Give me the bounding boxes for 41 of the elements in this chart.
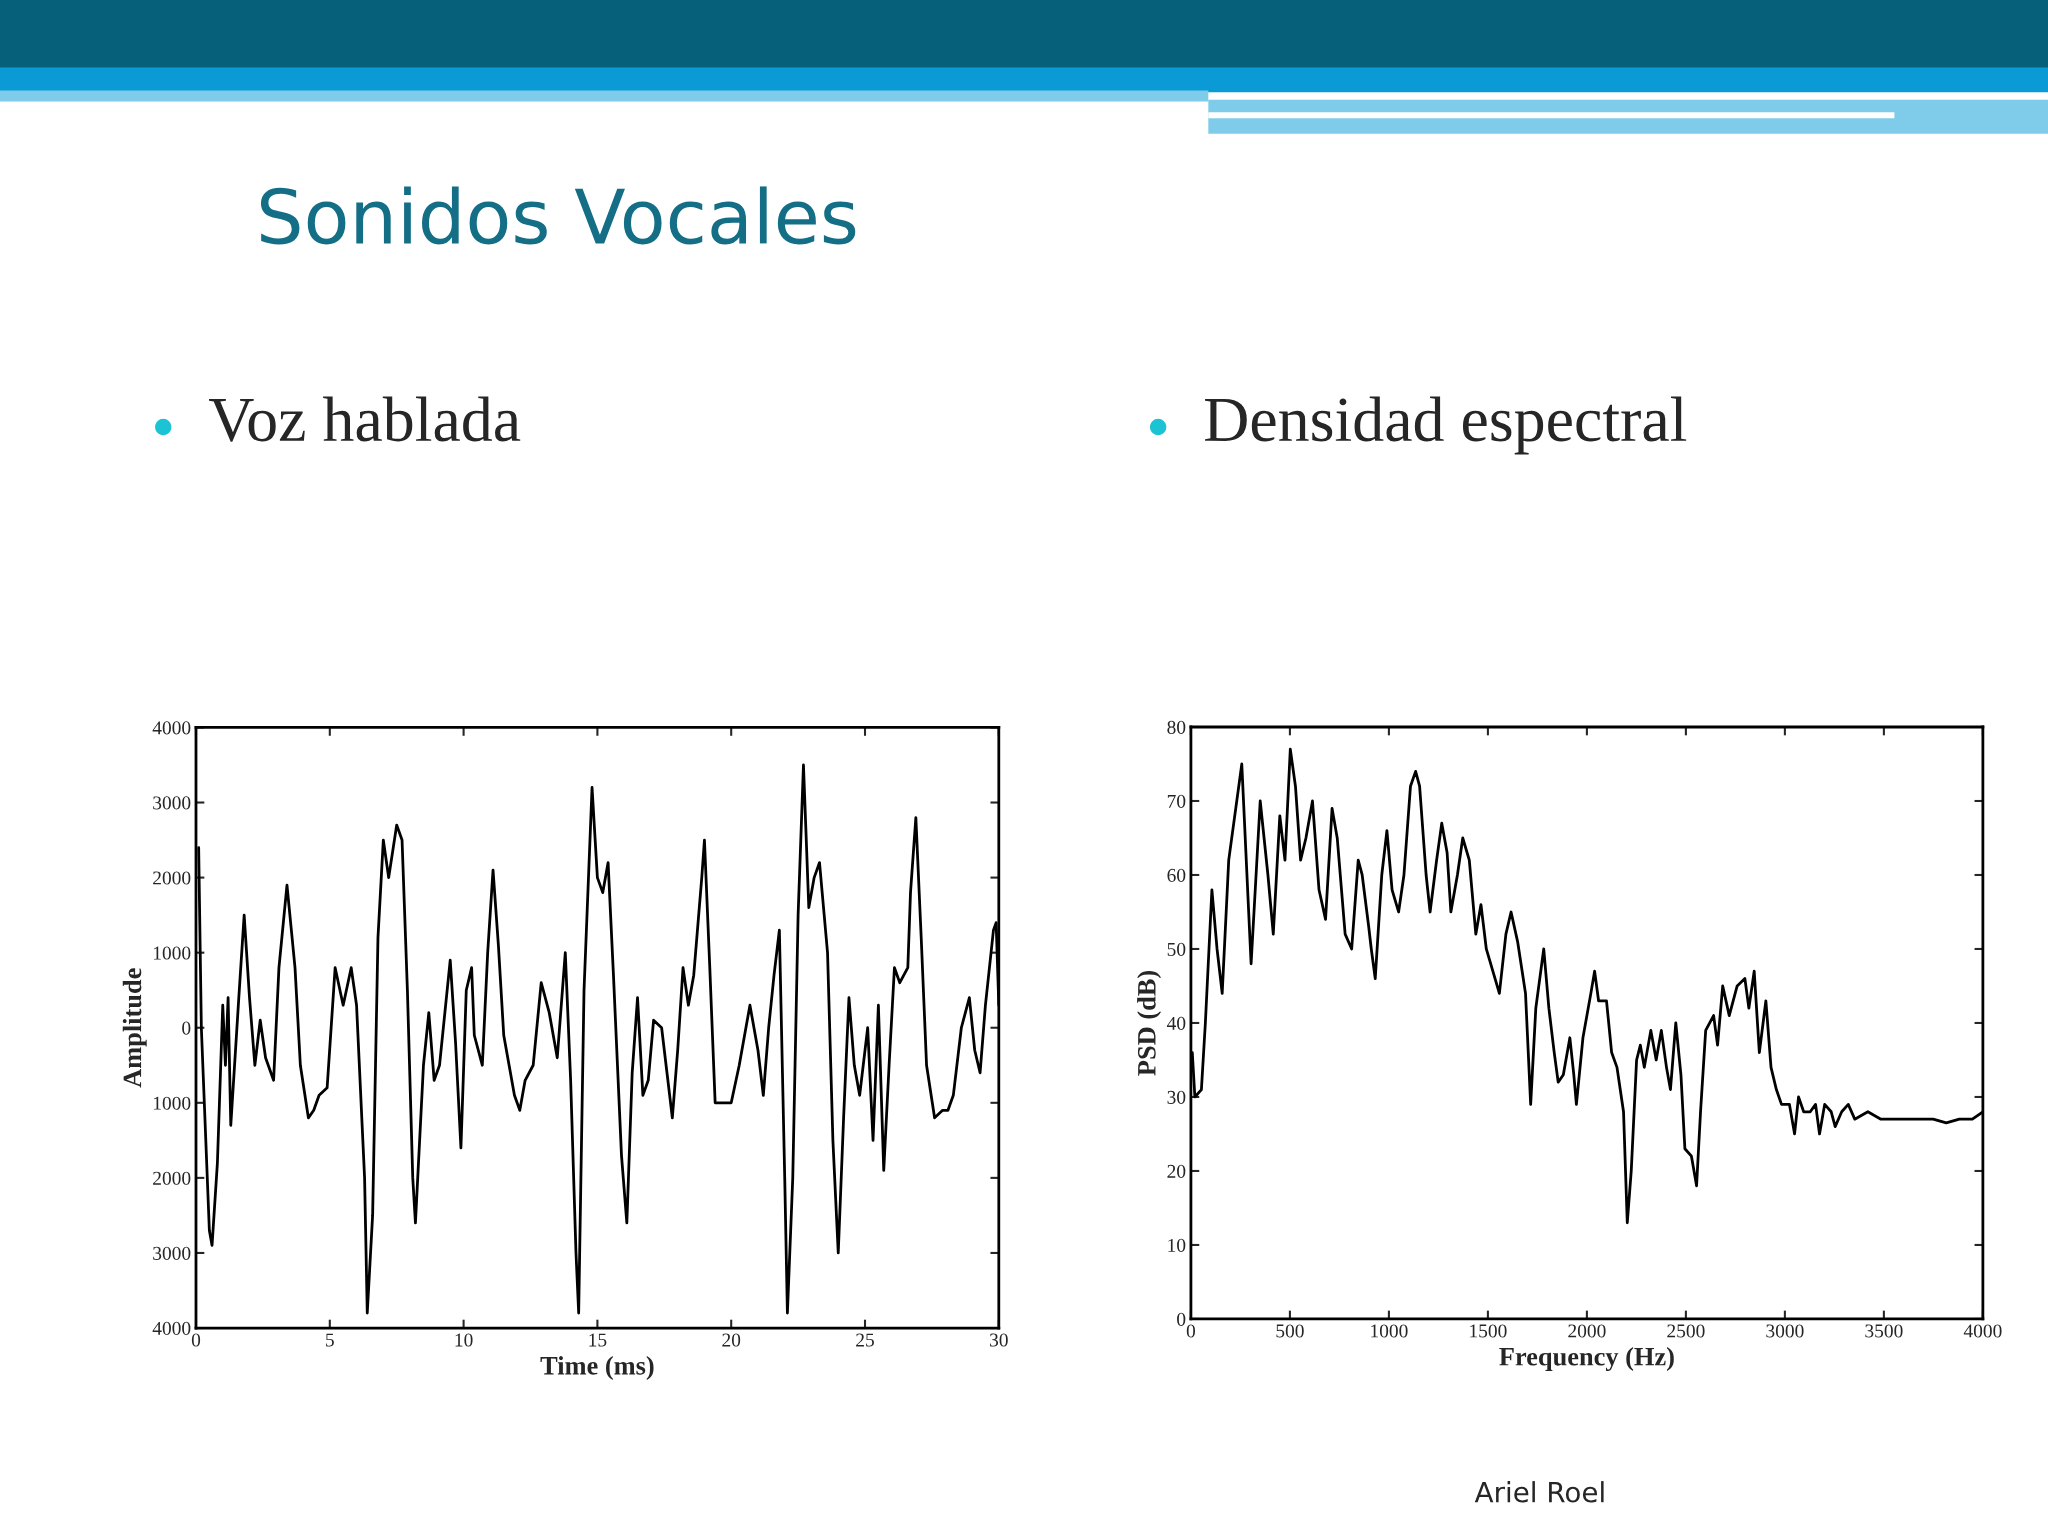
x-tick-label: 0 — [191, 1333, 201, 1347]
y-tick-label: 40 — [1166, 1016, 1186, 1030]
y-tick-label: 70 — [1167, 794, 1186, 808]
x-tick-label: 1000 — [1371, 1324, 1408, 1338]
y-tick-label: 1000 — [153, 946, 191, 960]
x-axis-title: Frequency (Hz) — [1499, 1347, 1674, 1372]
y-tick-label: 2000 — [153, 1171, 191, 1185]
y-axis-title: Amplitude — [122, 968, 147, 1088]
y-tick-label: 0 — [1177, 1312, 1186, 1326]
x-tick-label: 5 — [326, 1333, 334, 1347]
y-tick-label: 30 — [1167, 1090, 1186, 1104]
x-tick-label: 500 — [1276, 1324, 1304, 1338]
x-tick-label: 4000 — [1963, 1324, 2002, 1338]
x-tick-label: 2000 — [1568, 1324, 1606, 1338]
y-tick-label: 80 — [1167, 720, 1186, 734]
x-tick-label: 20 — [722, 1333, 741, 1347]
x-tick-label: 25 — [856, 1333, 874, 1347]
y-tick-label: 50 — [1167, 942, 1186, 956]
y-tick-label: 60 — [1167, 868, 1186, 882]
y-tick-label: 3000 — [153, 796, 191, 810]
y-tick-label: 10 — [1168, 1238, 1186, 1252]
x-tick-label: 2500 — [1667, 1324, 1705, 1338]
x-tick-label: 3000 — [1766, 1324, 1804, 1338]
chart-title: Voz hablada — [209, 396, 521, 442]
y-tick-label: 3000 — [153, 1246, 191, 1260]
y-tick-label: 20 — [1167, 1164, 1186, 1178]
text: Sonidos Vocales — [260, 186, 856, 245]
chart-title: Densidad espectral — [1205, 396, 1687, 455]
x-tick-label: 1500 — [1470, 1324, 1507, 1338]
x-tick-label: 0 — [1186, 1324, 1196, 1338]
x-tick-label: 3500 — [1865, 1324, 1903, 1338]
y-tick-label: 2000 — [153, 871, 191, 885]
y-axis-title: PSD (dB) — [1137, 970, 1162, 1076]
x-axis-title: Time (ms) — [540, 1356, 654, 1381]
text: Ariel Roel — [1474, 1481, 1604, 1503]
y-tick-label: 1000 — [153, 1096, 191, 1110]
x-tick-label: 30 — [990, 1333, 1008, 1347]
y-tick-label: 0 — [182, 1021, 191, 1035]
y-tick-label: 4000 — [152, 721, 191, 735]
x-tick-label: 10 — [455, 1333, 473, 1347]
x-tick-label: 15 — [589, 1333, 607, 1347]
